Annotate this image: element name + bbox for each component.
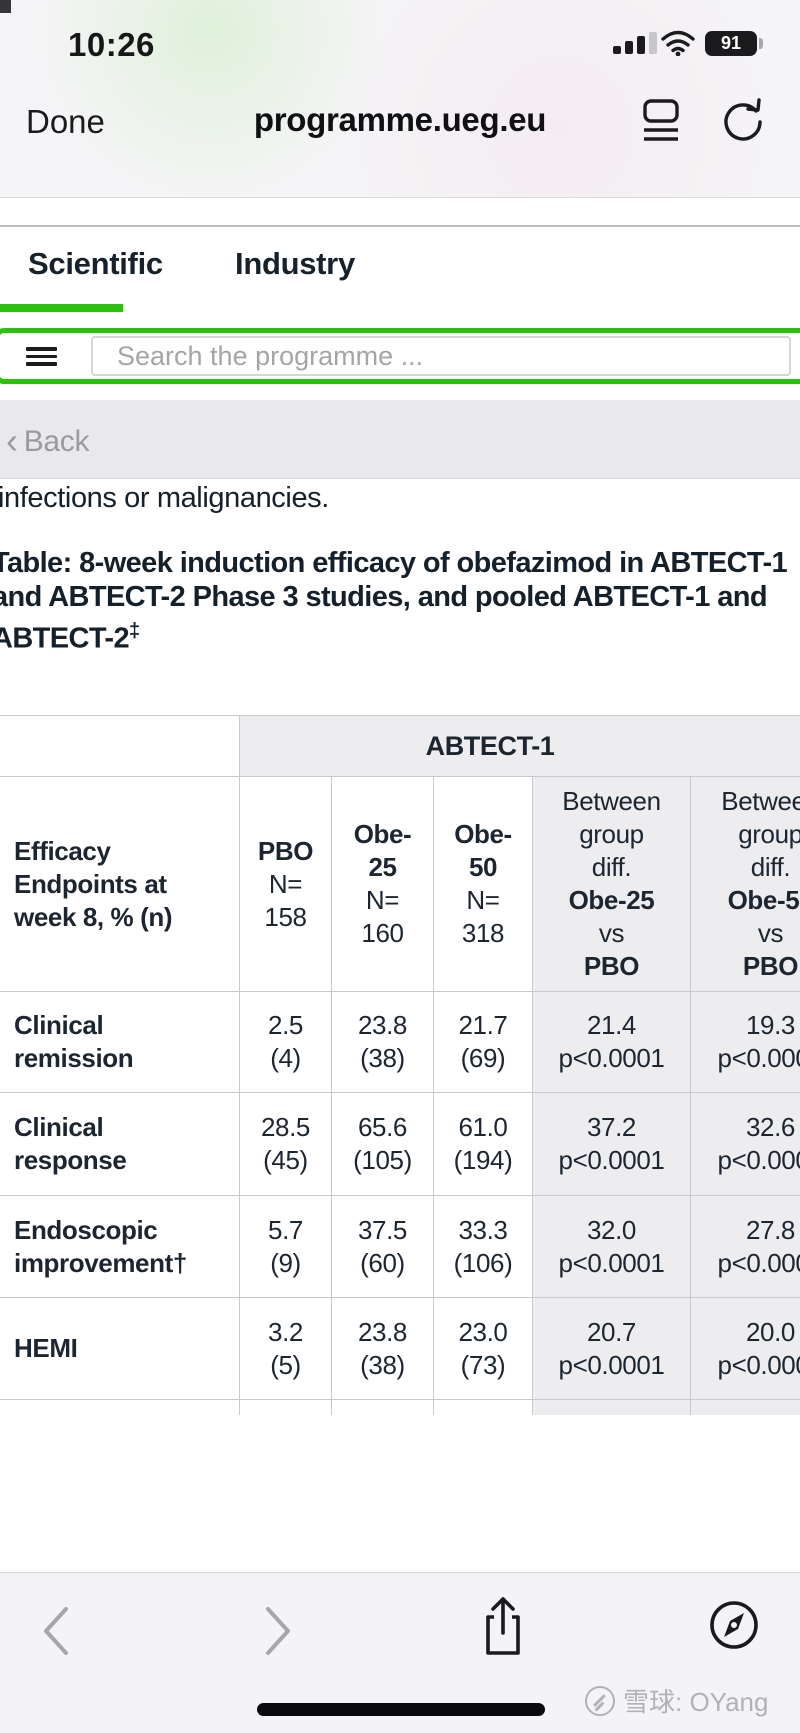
- address-bar-url: programme.ueg.eu: [253, 101, 547, 138]
- col-header-obe50: Obe- 50 N= 318: [434, 777, 533, 992]
- search-bar: [0, 328, 800, 384]
- clipped-row: [533, 1400, 691, 1415]
- tab-scientific[interactable]: Scientific: [28, 246, 163, 281]
- table-cell: 21.7 (69): [434, 992, 533, 1093]
- table-cell: 27.8 p<0.0001: [691, 1196, 800, 1298]
- col-header-obe25: Obe- 25 N= 160: [332, 777, 434, 992]
- tab-industry[interactable]: Industry: [235, 246, 355, 281]
- table-cell: 32.6 p<0.0001: [691, 1093, 800, 1196]
- table-cell: 3.2 (5): [240, 1298, 332, 1400]
- table-cell: 2.5 (4): [240, 992, 332, 1093]
- watermark: 雪球: OYang: [585, 1682, 768, 1719]
- page-format-icon[interactable]: [640, 97, 682, 145]
- body-text: infections or malignancies.: [0, 482, 329, 514]
- table-cell: 33.3 (106): [434, 1196, 533, 1298]
- col-header-diff-obe50: Between group diff.Obe-50vs PBO: [691, 777, 800, 992]
- row-label-clinical-remission: Clinical remission: [0, 992, 240, 1093]
- efficacy-table: ABTECT-1 Efficacy Endpoints at week 8, %…: [0, 715, 800, 1415]
- table-cell: 23.8 (38): [332, 1298, 434, 1400]
- cellular-signal-icon: [613, 32, 659, 54]
- row-label-endoscopic-improvement: Endoscopic improvement†: [0, 1196, 240, 1298]
- clipped-row: [240, 1400, 332, 1415]
- nav-back-icon[interactable]: [38, 1603, 72, 1659]
- background-app-corner: [0, 0, 11, 13]
- table-cell: 21.4 p<0.0001: [533, 992, 691, 1093]
- table-cell: 5.7 (9): [240, 1196, 332, 1298]
- search-input[interactable]: [91, 336, 791, 376]
- clipped-row: [691, 1400, 800, 1415]
- table-cell: 28.5 (45): [240, 1093, 332, 1196]
- battery-cap: [759, 38, 763, 49]
- table-cell: 23.8 (38): [332, 992, 434, 1093]
- col-header-pbo: PBO N= 158: [240, 777, 332, 992]
- row-label-hemi: HEMI: [0, 1298, 240, 1400]
- table-cell: 65.6 (105): [332, 1093, 434, 1196]
- table-cell: 20.7 p<0.0001: [533, 1298, 691, 1400]
- row-label-clinical-response: Clinical response: [0, 1093, 240, 1196]
- clipped-row: [434, 1400, 533, 1415]
- group-header-abtect1: ABTECT-1: [240, 715, 800, 777]
- back-chevron-icon: ‹: [6, 420, 18, 461]
- share-icon[interactable]: [480, 1595, 526, 1659]
- active-tab-underline: [0, 304, 123, 312]
- status-time: 10:26: [68, 26, 155, 63]
- table-title: Table: 8-week induction efficacy of obef…: [0, 547, 788, 655]
- table-cell: 32.0 p<0.0001: [533, 1196, 691, 1298]
- table-corner-cell: [0, 715, 240, 777]
- wifi-icon: [661, 30, 695, 56]
- clipped-row: [0, 1400, 240, 1415]
- table-cell: 37.2 p<0.0001: [533, 1093, 691, 1196]
- table-cell: 61.0 (194): [434, 1093, 533, 1196]
- safari-chrome: 10:26 91 Done programme.ueg.eu: [0, 0, 800, 198]
- clipped-row: [332, 1400, 434, 1415]
- col-header-endpoints: Efficacy Endpoints at week 8, % (n): [0, 777, 240, 992]
- col-header-diff-obe25: Between group diff. Obe-25 vs PBO: [533, 777, 691, 992]
- back-link[interactable]: ‹ Back: [6, 420, 90, 461]
- back-bar: ‹ Back: [0, 400, 800, 479]
- battery-icon: 91: [705, 31, 757, 56]
- table-cell: 23.0 (73): [434, 1298, 533, 1400]
- home-indicator[interactable]: [257, 1703, 545, 1716]
- watermark-text: 雪球: OYang: [623, 1687, 769, 1717]
- nav-forward-icon[interactable]: [262, 1603, 296, 1659]
- refresh-icon[interactable]: [720, 97, 766, 147]
- sub-header-strip: [0, 198, 800, 227]
- xueqiu-logo-icon: [585, 1685, 615, 1716]
- compass-icon[interactable]: [708, 1599, 760, 1651]
- menu-hamburger-icon[interactable]: [26, 347, 57, 366]
- table-cell: 20.0 p<0.0001: [691, 1298, 800, 1400]
- done-button[interactable]: Done: [26, 103, 105, 140]
- table-cell: 37.5 (60): [332, 1196, 434, 1298]
- table-cell: 19.3 p<0.0001: [691, 992, 800, 1093]
